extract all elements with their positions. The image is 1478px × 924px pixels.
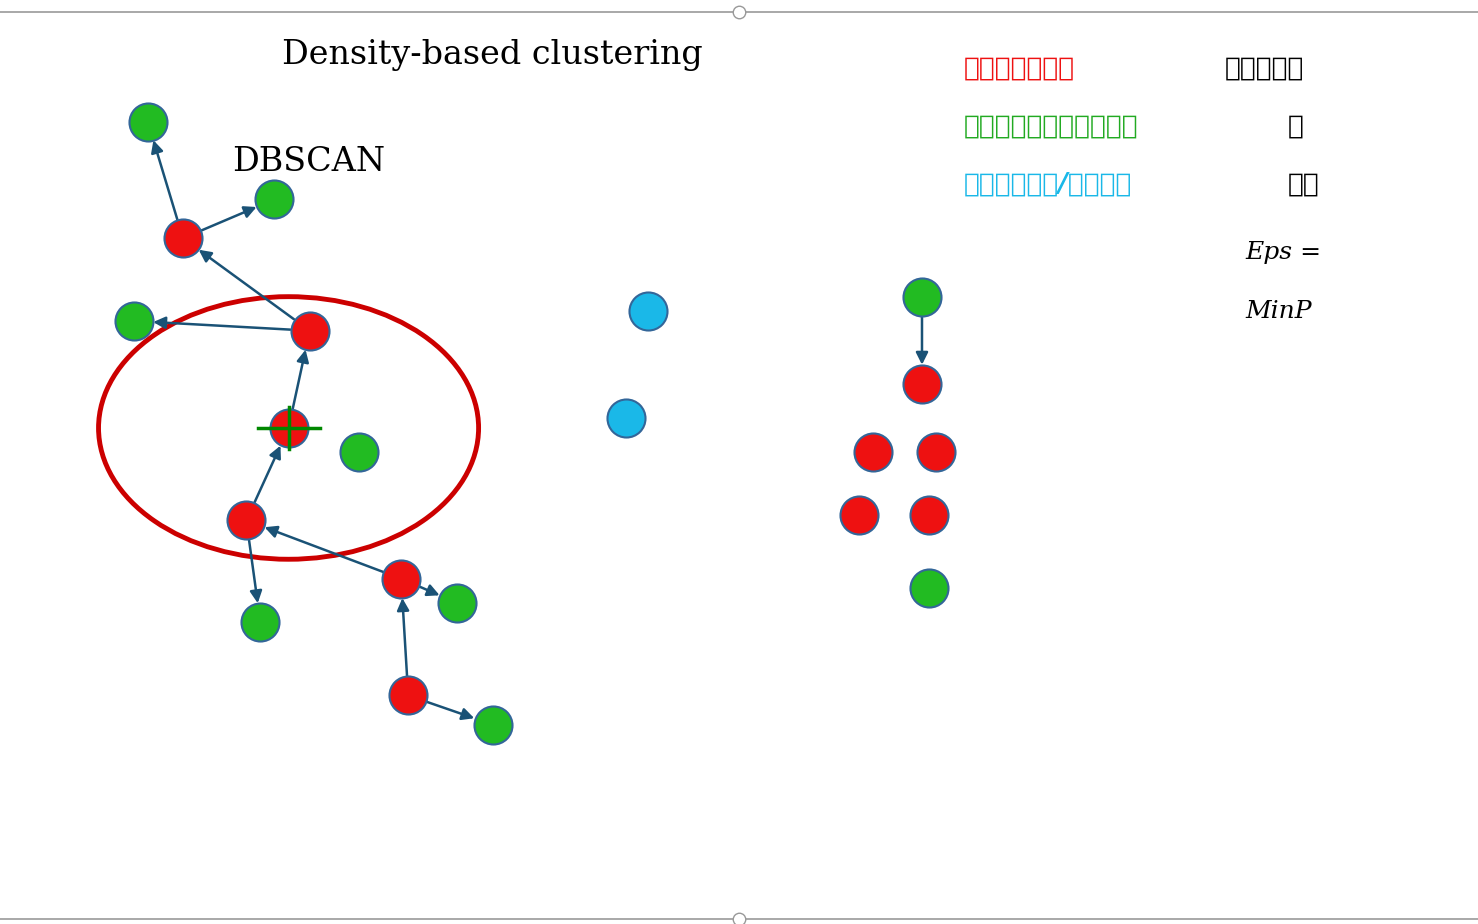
Point — [860, 444, 884, 459]
Point — [924, 444, 947, 459]
Point — [615, 411, 638, 426]
Point — [910, 377, 934, 392]
Point — [918, 508, 941, 523]
Text: Density-based clustering: Density-based clustering — [282, 39, 704, 71]
Point — [446, 596, 470, 611]
Text: 绿色：边界点，在簇内，: 绿色：边界点，在簇内， — [964, 114, 1140, 140]
Point — [396, 688, 420, 703]
Point — [248, 615, 272, 630]
Text: 邻: 邻 — [1287, 114, 1304, 140]
Point — [636, 304, 659, 319]
Text: MinP: MinP — [1246, 299, 1312, 322]
Point — [910, 289, 934, 304]
Point — [480, 717, 504, 732]
Point — [347, 444, 371, 459]
Point — [235, 513, 259, 528]
Text: 蓝色：噪声点/离群点，: 蓝色：噪声点/离群点， — [964, 172, 1132, 198]
Point — [389, 571, 412, 586]
Point — [299, 323, 322, 338]
Point — [847, 508, 871, 523]
Text: 红色：核心点，: 红色：核心点， — [964, 55, 1076, 81]
Point — [136, 115, 160, 129]
Point — [263, 192, 287, 207]
Point — [918, 581, 941, 596]
Point — [276, 420, 300, 435]
Point — [171, 231, 195, 246]
Text: 不在: 不在 — [1287, 172, 1320, 198]
Text: Eps =: Eps = — [1246, 241, 1321, 264]
Point — [121, 313, 145, 328]
Text: DBSCAN: DBSCAN — [232, 146, 386, 178]
Text: 高密度邻域: 高密度邻域 — [1225, 55, 1304, 81]
